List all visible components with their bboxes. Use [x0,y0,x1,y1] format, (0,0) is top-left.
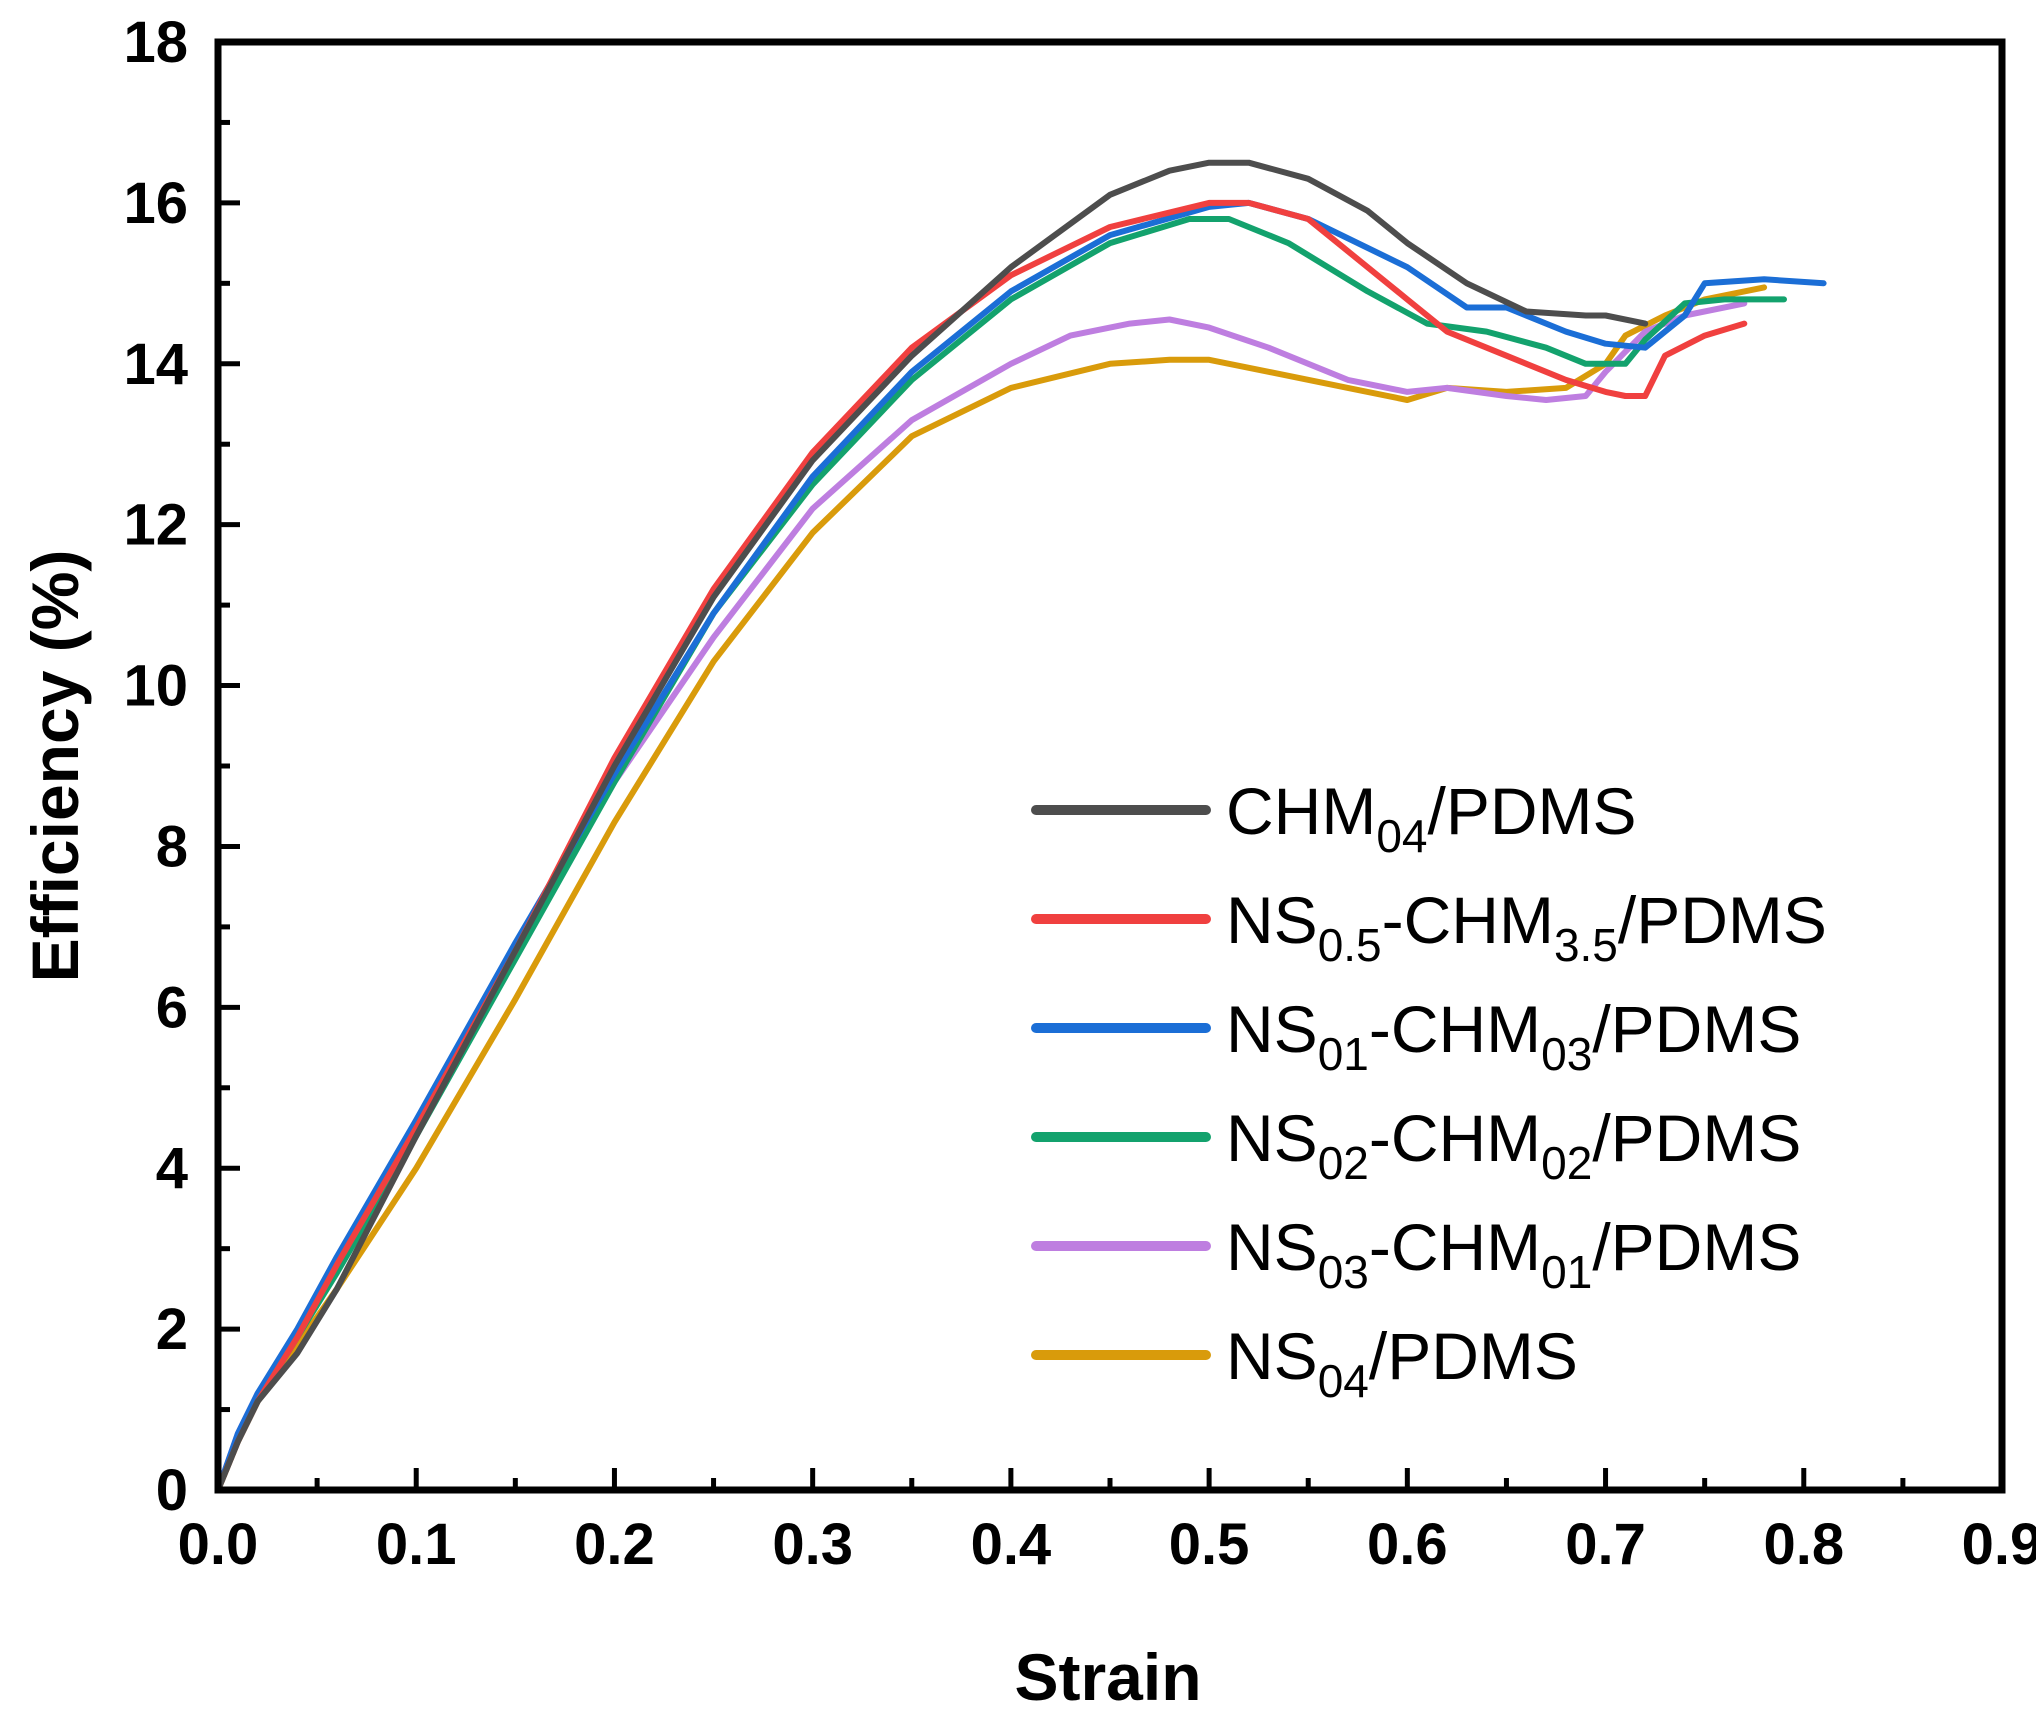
x-axis-title: Strain [1014,1640,1201,1714]
y-tick-label: 18 [123,10,188,75]
y-tick-label: 12 [123,493,188,558]
y-tick-label: 8 [156,814,188,879]
x-tick-label: 0.4 [971,1512,1052,1577]
legend-label: NS03-CHM01/PDMS [1226,1210,1801,1298]
y-axis-ticks: 0 2 4 6 8 10 12 14 16 18 [123,10,240,1523]
legend: CHM04/PDMS NS0.5-CHM3.5/PDMS NS01-CHM03/PD… [1031,774,1827,1407]
y-tick-label: 16 [123,171,188,236]
y-tick-label: 10 [123,654,188,719]
legend-label: NS02-CHM02/PDMS [1226,1101,1801,1189]
y-axis-title: Efficiency (%) [18,550,92,983]
x-tick-label: 0.0 [178,1512,259,1577]
series-line-ns01-chm03-pdms [215,199,1827,1493]
x-tick-label: 0.2 [574,1512,655,1577]
x-tick-label: 0.8 [1763,1512,1844,1577]
series-line-ns0-5-chm3-5-pdms [215,199,1748,1493]
x-tick-label: 0.3 [772,1512,853,1577]
y-tick-label: 2 [156,1297,188,1362]
y-tick-label: 6 [156,975,188,1040]
y-tick-label: 14 [123,332,188,397]
legend-label: NS01-CHM03/PDMS [1226,992,1801,1080]
x-tick-label: 0.1 [376,1512,457,1577]
x-tick-label: 0.5 [1169,1512,1250,1577]
legend-label: CHM04/PDMS [1226,774,1637,862]
series-layer [215,159,1827,1493]
series-line-chm04-pdms [215,159,1649,1493]
x-tick-label: 0.6 [1367,1512,1448,1577]
y-tick-label: 0 [156,1458,188,1523]
legend-label: NS0.5-CHM3.5/PDMS [1226,883,1827,971]
series-line-ns02-chm02-pdms [215,216,1787,1493]
x-axis-ticks: 0.0 0.1 0.2 0.3 0.4 0.5 0.6 0.7 0.8 0.9 [178,1468,2036,1577]
legend-label: NS04/PDMS [1226,1319,1578,1407]
x-tick-label: 0.9 [1962,1512,2036,1577]
x-tick-label: 0.7 [1565,1512,1646,1577]
y-tick-label: 4 [156,1136,188,1201]
